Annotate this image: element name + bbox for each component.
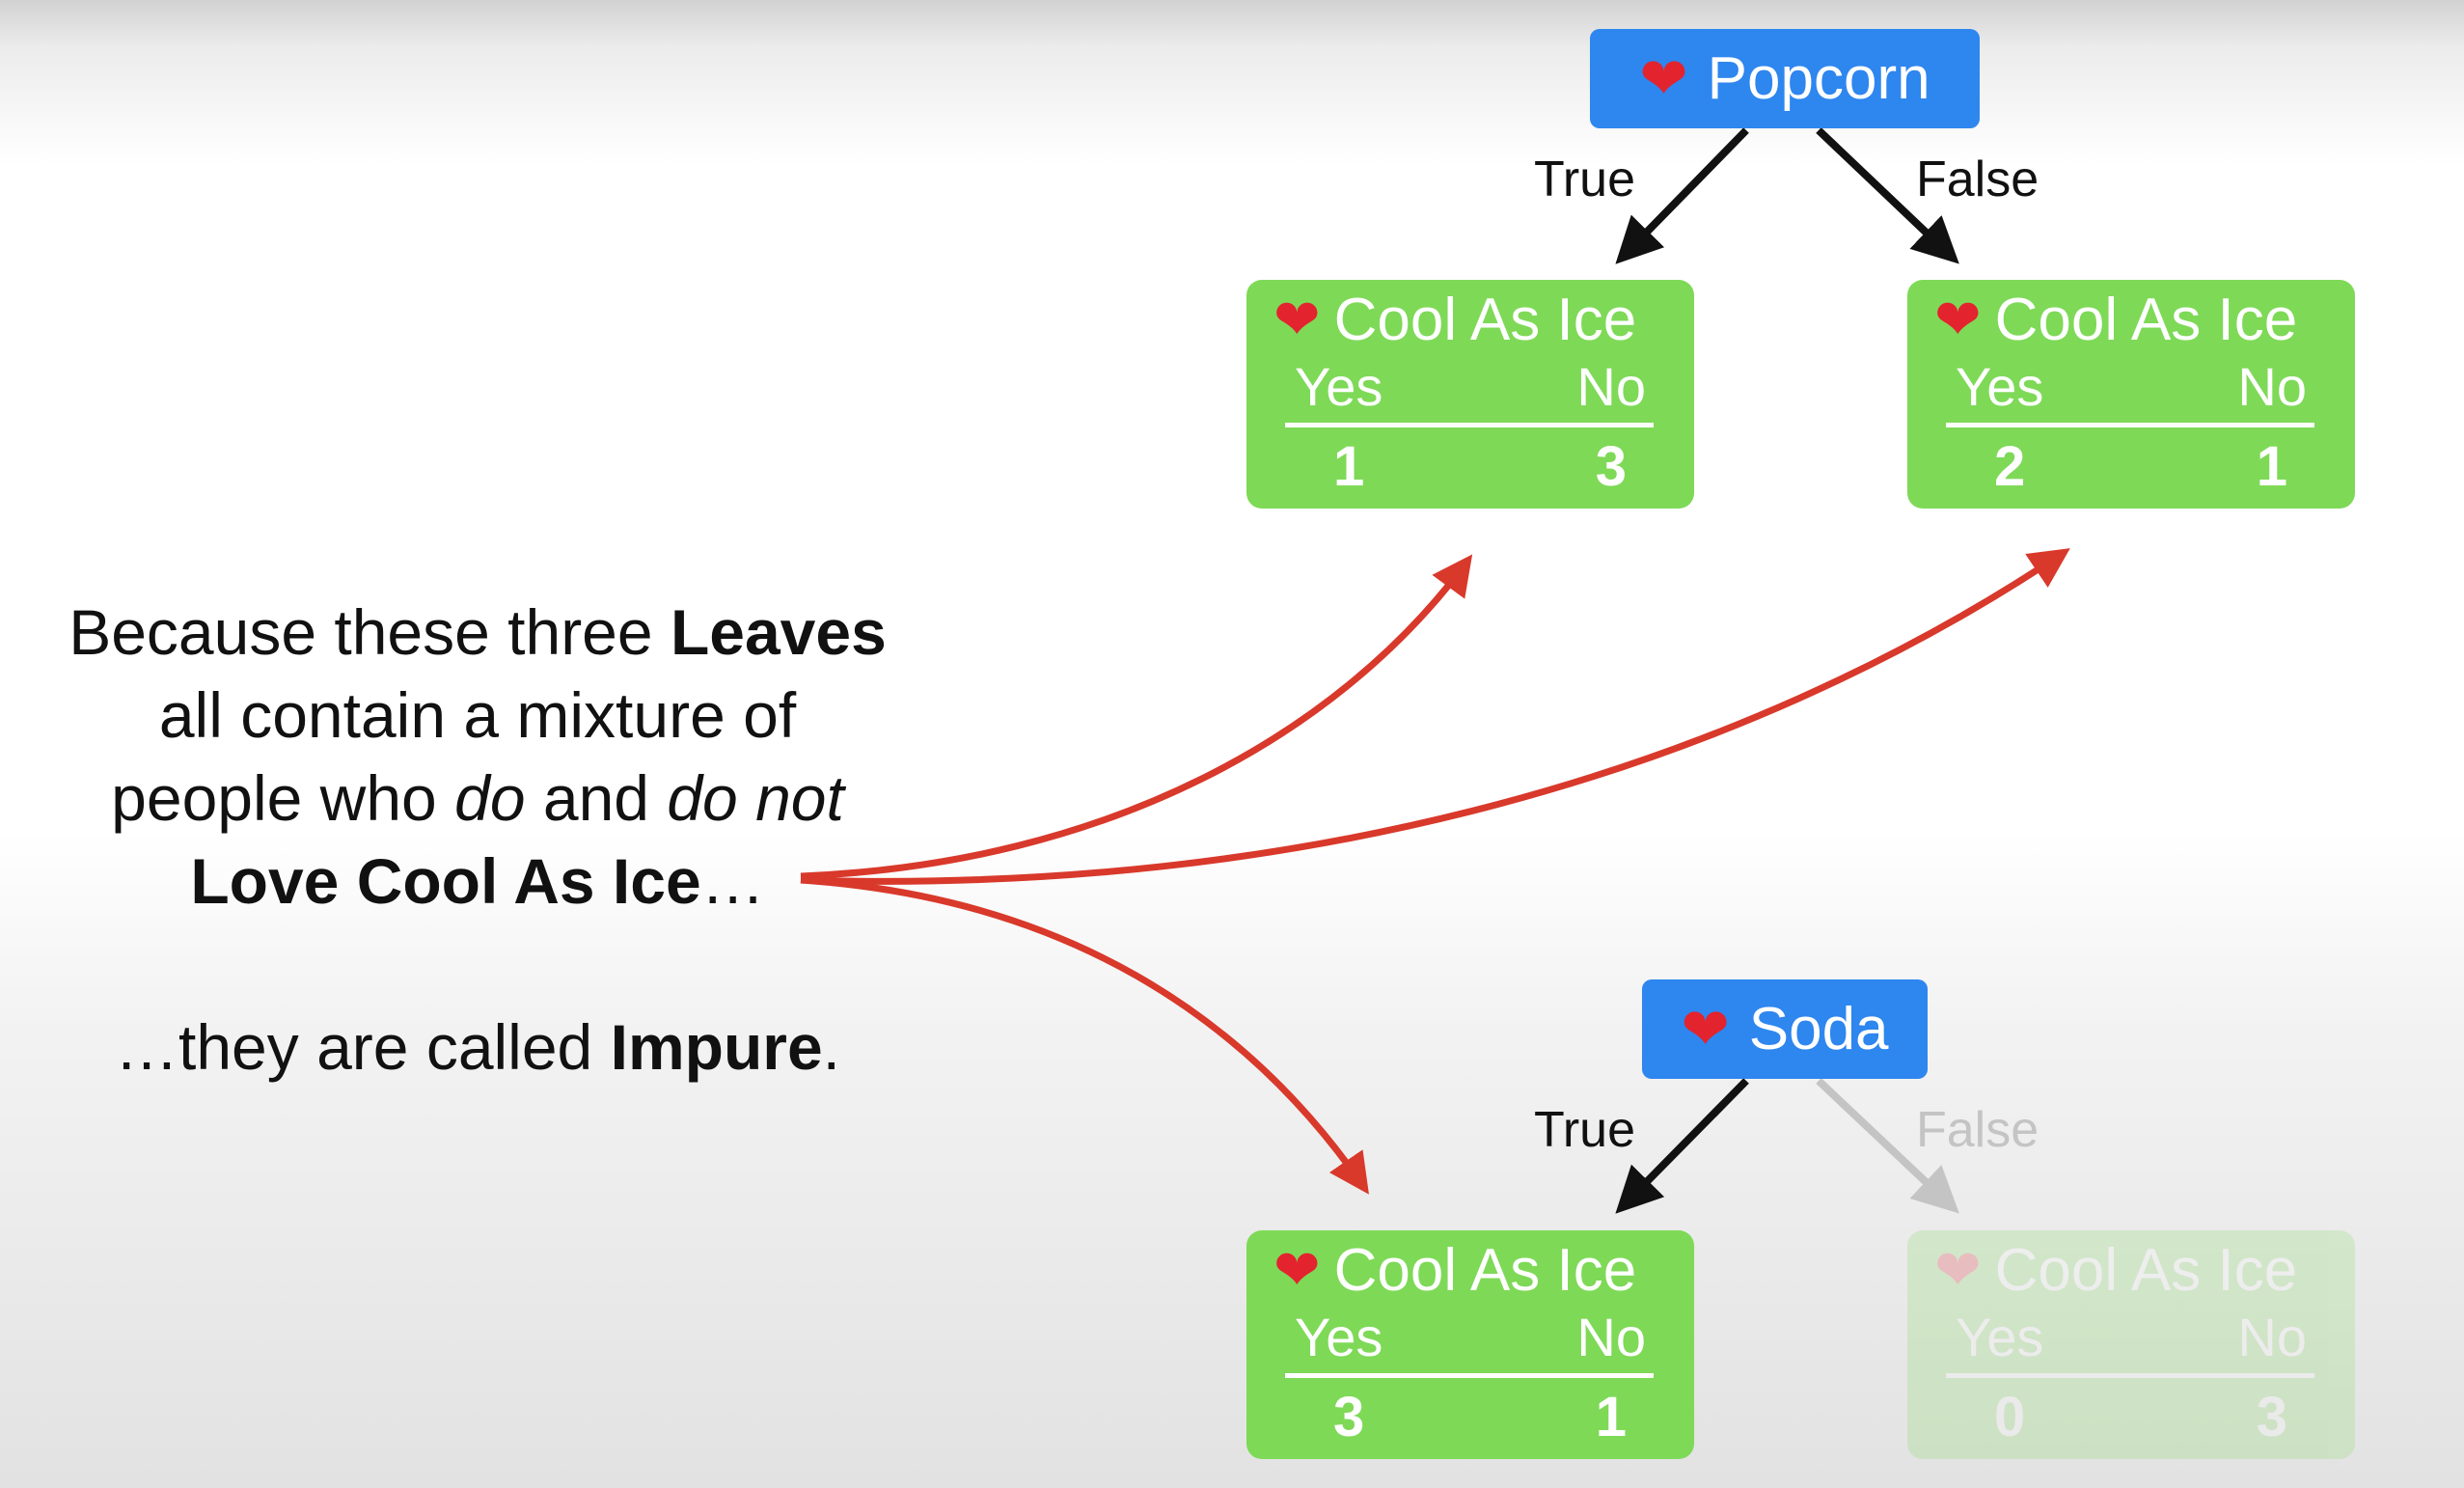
explanation-line-4: Love Cool As Ice… [190, 845, 765, 917]
edge-label-true: True [1534, 1102, 1635, 1158]
leaf-yes-header: Yes [1295, 356, 1383, 417]
edge-label-false: False [1916, 152, 2040, 207]
callout-arrow-to-leaf-2 [800, 548, 2070, 885]
leaf-no-header: No [2237, 356, 2307, 417]
leaf-divider [1285, 423, 1654, 427]
edge-label-false: False [1916, 1102, 2040, 1158]
edge-soda-false [1816, 1078, 1959, 1214]
red-heart-icon: ❤ [1681, 996, 1730, 1061]
leaf-divider [1946, 1373, 2314, 1378]
leaf-no-count: 3 [1595, 435, 1627, 498]
leaf-yes-count: 1 [1333, 435, 1365, 498]
leaf-yes-header: Yes [1956, 1307, 2044, 1367]
leaf-title: Cool As Ice [1333, 287, 1637, 353]
leaf-divider [1946, 423, 2314, 427]
root-node-label: Popcorn [1707, 45, 1930, 112]
leaf-no-header: No [2237, 1307, 2307, 1367]
leaf-no-header: No [1576, 1307, 1646, 1367]
leaf-popcorn-false: ❤ Cool As Ice Yes No 2 1 [1907, 280, 2355, 509]
explanation-line-2: all contain a mixture of [158, 679, 797, 751]
root-node-popcorn: ❤ Popcorn [1590, 29, 1980, 128]
edge-soda-true [1615, 1078, 1749, 1214]
leaf-title: Cool As Ice [1333, 1237, 1637, 1304]
leaf-divider [1285, 1373, 1654, 1378]
explanation-line-1: Because these three Leaves [68, 596, 887, 668]
explanation-text: Because these three Leaves all contain a… [0, 591, 955, 923]
leaf-title: Cool As Ice [1994, 287, 2298, 353]
leaf-no-count: 1 [2256, 435, 2287, 498]
root-node-soda: ❤ Soda [1642, 979, 1928, 1079]
leaf-title: Cool As Ice [1994, 1237, 2298, 1304]
red-heart-icon: ❤ [1934, 1238, 1982, 1302]
leaf-popcorn-true: ❤ Cool As Ice Yes No 1 3 [1246, 280, 1694, 509]
red-heart-icon: ❤ [1639, 45, 1688, 111]
leaf-no-header: No [1576, 356, 1646, 417]
leaf-no-count: 1 [1595, 1386, 1627, 1448]
callout-arrow-to-leaf-3 [800, 876, 1369, 1195]
conclusion-text: …they are called Impure. [115, 1011, 840, 1083]
leaf-no-count: 3 [2256, 1386, 2287, 1448]
edge-label-true: True [1534, 152, 1635, 207]
leaf-yes-count: 3 [1333, 1386, 1365, 1448]
leaf-yes-count: 0 [1994, 1386, 2026, 1448]
leaf-yes-count: 2 [1994, 435, 2026, 498]
leaf-yes-header: Yes [1295, 1307, 1383, 1367]
callout-arrow-to-leaf-1 [800, 554, 1473, 880]
root-node-label: Soda [1748, 996, 1889, 1062]
leaf-soda-false: ❤ Cool As Ice Yes No 0 3 [1907, 1230, 2355, 1459]
edge-popcorn-false [1816, 127, 1959, 264]
leaf-soda-true: ❤ Cool As Ice Yes No 3 1 [1246, 1230, 1694, 1459]
red-heart-icon: ❤ [1273, 1238, 1321, 1302]
red-heart-icon: ❤ [1273, 288, 1321, 351]
explanation-line-3: people who do and do not [111, 762, 844, 834]
leaf-yes-header: Yes [1956, 356, 2044, 417]
red-heart-icon: ❤ [1934, 288, 1982, 351]
edge-popcorn-true [1615, 127, 1749, 264]
